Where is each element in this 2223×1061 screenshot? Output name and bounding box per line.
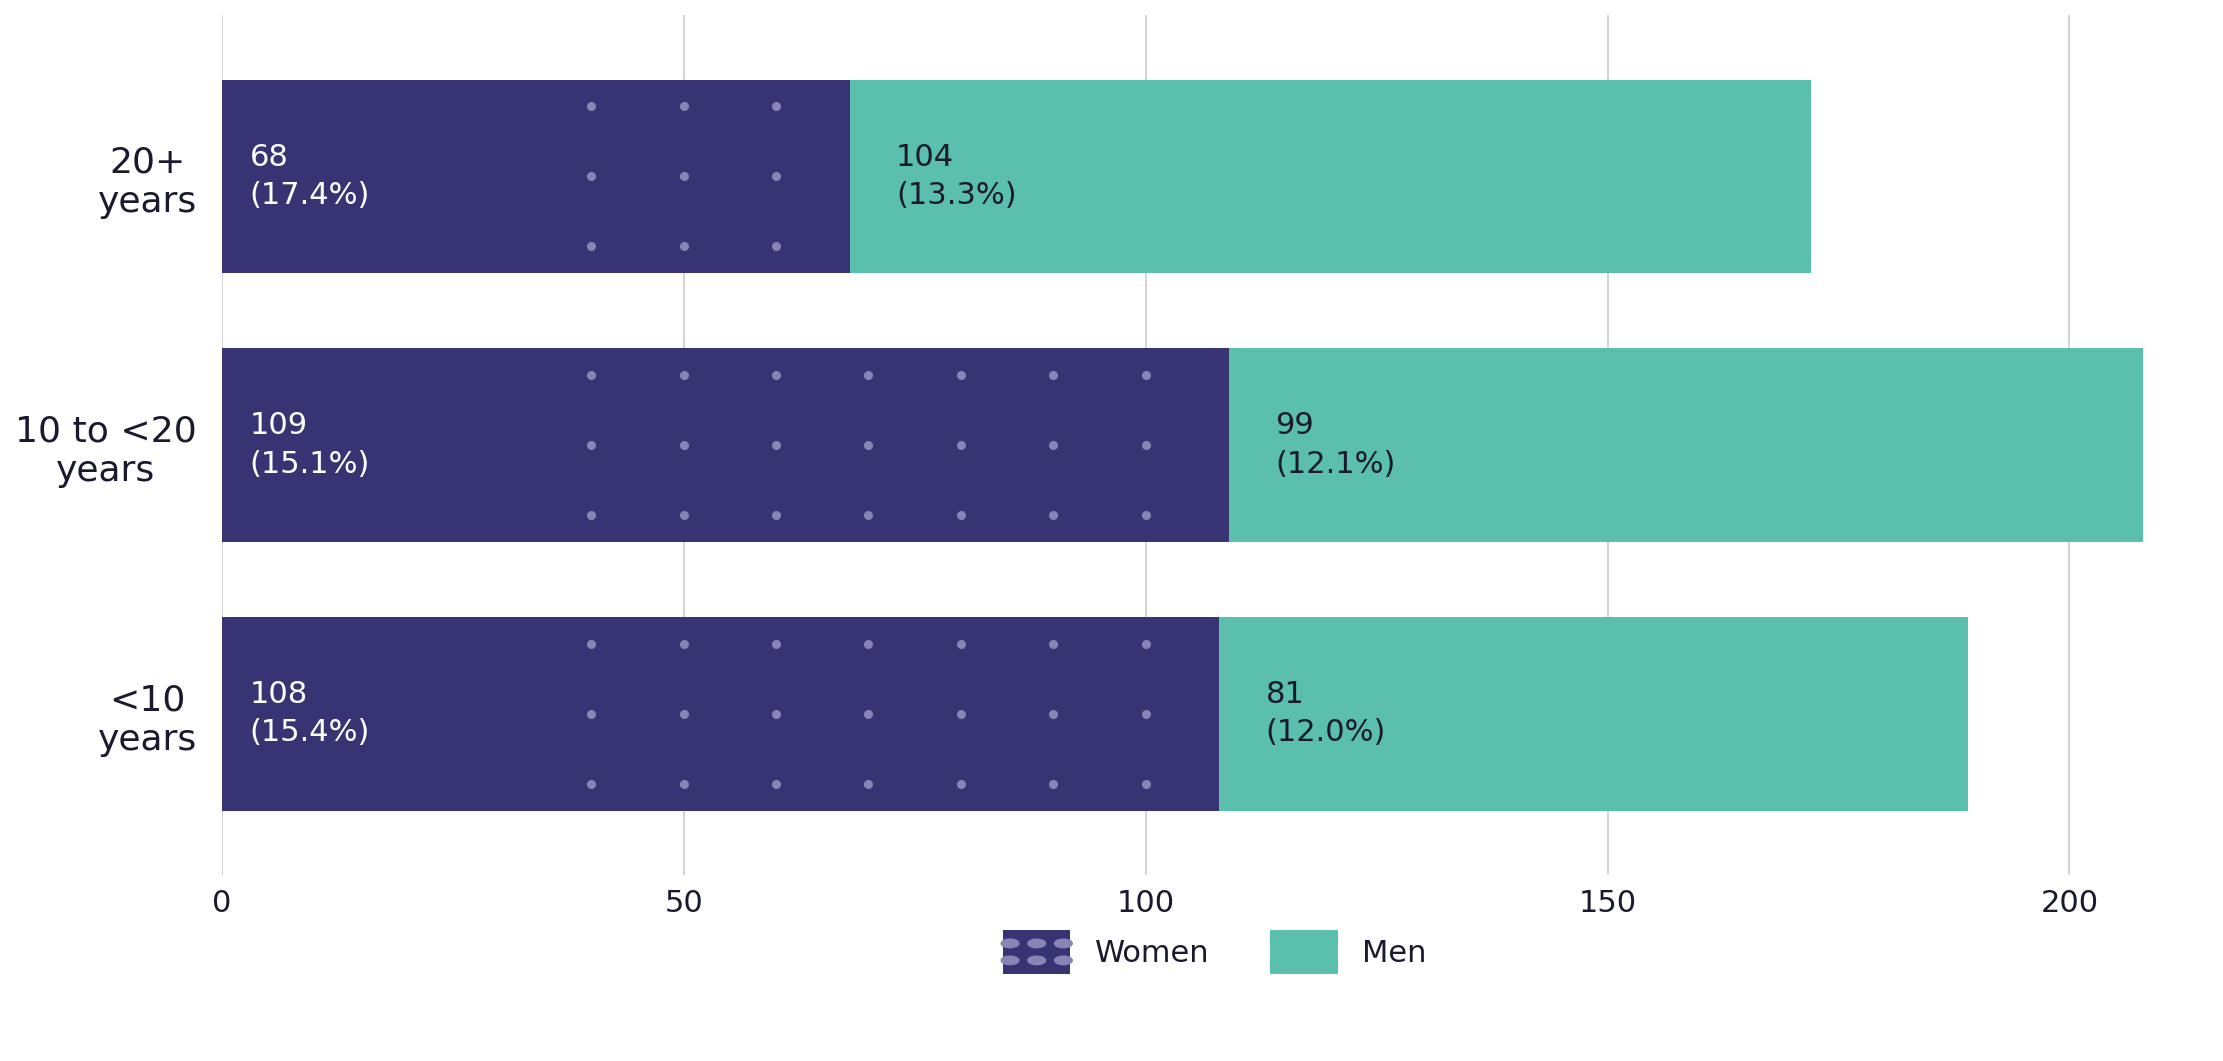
Text: 68
(17.4%): 68 (17.4%) <box>249 142 369 210</box>
Bar <box>222 348 1229 542</box>
Bar <box>849 80 1812 273</box>
Bar <box>222 618 1220 811</box>
Bar <box>1220 618 1967 811</box>
Text: 104
(13.3%): 104 (13.3%) <box>896 142 1016 210</box>
Bar <box>222 80 849 273</box>
Text: 99
(12.1%): 99 (12.1%) <box>1276 412 1396 479</box>
Legend: Women, Men: Women, Men <box>987 915 1443 989</box>
Text: 108
(15.4%): 108 (15.4%) <box>249 680 369 747</box>
Bar <box>1229 348 2143 542</box>
Text: 81
(12.0%): 81 (12.0%) <box>1265 680 1387 747</box>
Text: 109
(15.1%): 109 (15.1%) <box>249 412 369 479</box>
